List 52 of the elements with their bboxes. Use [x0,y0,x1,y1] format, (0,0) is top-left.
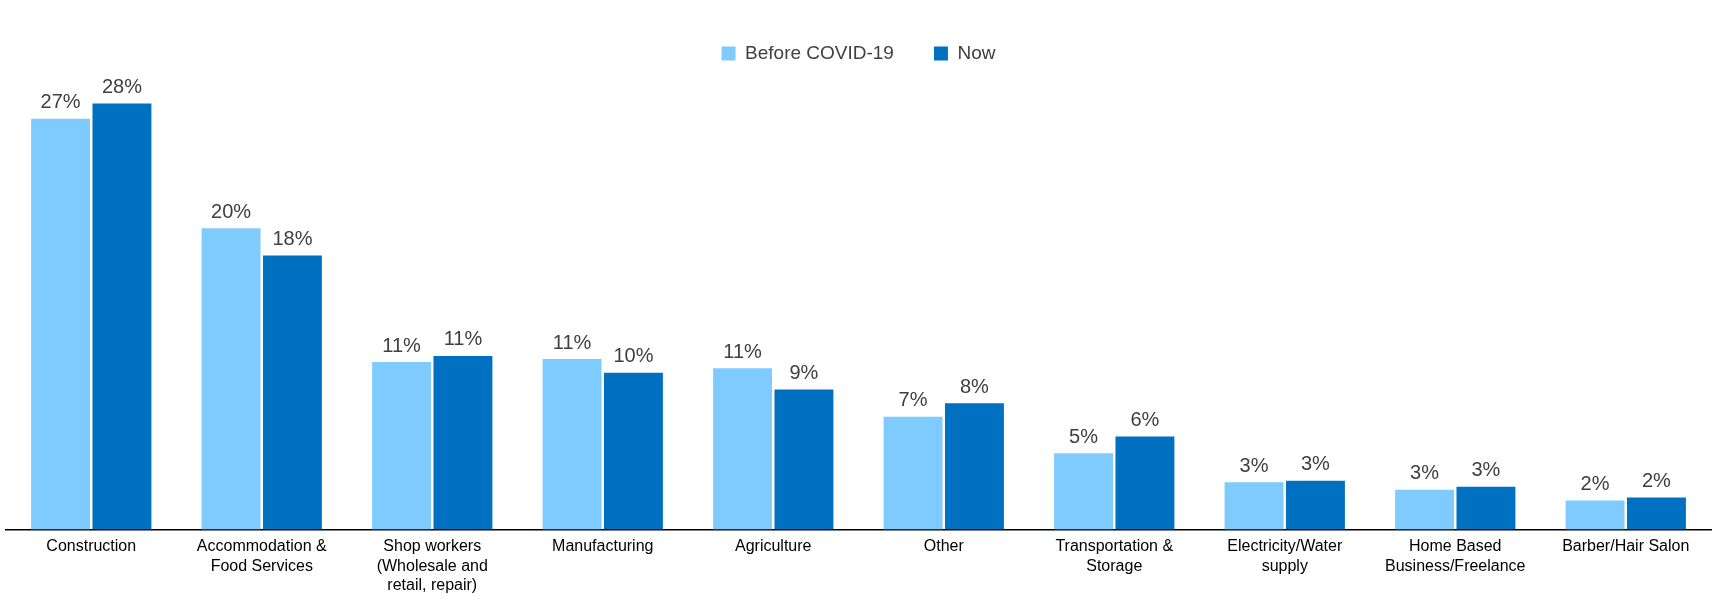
x-tick-label: Shop workers (Wholesale and retail, repair) [376,537,488,593]
legend-label: Before COVID-19 [745,41,894,63]
bar [262,255,322,530]
x-tick-label: Accommodation & Food Services [196,537,327,574]
data-label: 3% [1410,461,1440,484]
bar [31,118,91,530]
data-label: 11% [443,327,483,350]
data-label: 5% [1069,424,1099,447]
bar [1395,489,1455,530]
x-tick-label: Other [923,537,965,555]
data-label: 8% [959,374,990,397]
data-label: 11% [723,339,763,362]
bar [883,416,943,530]
bar [944,403,1004,530]
x-tick-label: Agriculture [735,537,812,555]
x-tick-label: Manufacturing [552,537,654,555]
bar [92,103,152,530]
data-label: 6% [1130,408,1160,431]
bar [201,228,261,530]
bar [1456,486,1516,530]
data-label: 3% [1239,453,1269,476]
bar [372,362,432,530]
data-label: 3% [1300,452,1331,475]
bar [433,355,493,530]
data-label: 9% [789,360,819,383]
data-label: 27% [40,90,81,113]
bar [1054,453,1114,530]
bar [1115,436,1175,530]
data-label: 11% [382,333,422,356]
bar [1285,480,1345,530]
data-label: 7% [898,388,928,411]
x-tick-label: Transportation & Storage [1055,537,1174,574]
data-label: 10% [613,344,654,367]
data-label: 11% [552,330,592,353]
data-label: 2% [1580,472,1610,495]
data-label: 18% [272,227,313,250]
bar [774,389,834,530]
bar [1565,500,1625,530]
bar [1626,497,1686,530]
x-tick-label: Electricity/Water supply [1227,537,1343,574]
bar [713,368,773,530]
bar [542,359,602,530]
x-tick-label: Home Based Business/Freelance [1384,537,1526,574]
data-label: 20% [211,199,252,222]
data-label: 28% [101,74,143,97]
data-label: 2% [1641,468,1672,491]
x-tick-label: Barber/Hair Salon [1562,537,1690,555]
legend-label: Now [957,41,996,63]
bar [603,372,663,530]
bar [1224,482,1284,530]
x-tick-label: Construction [46,537,137,555]
data-label: 3% [1471,458,1501,481]
